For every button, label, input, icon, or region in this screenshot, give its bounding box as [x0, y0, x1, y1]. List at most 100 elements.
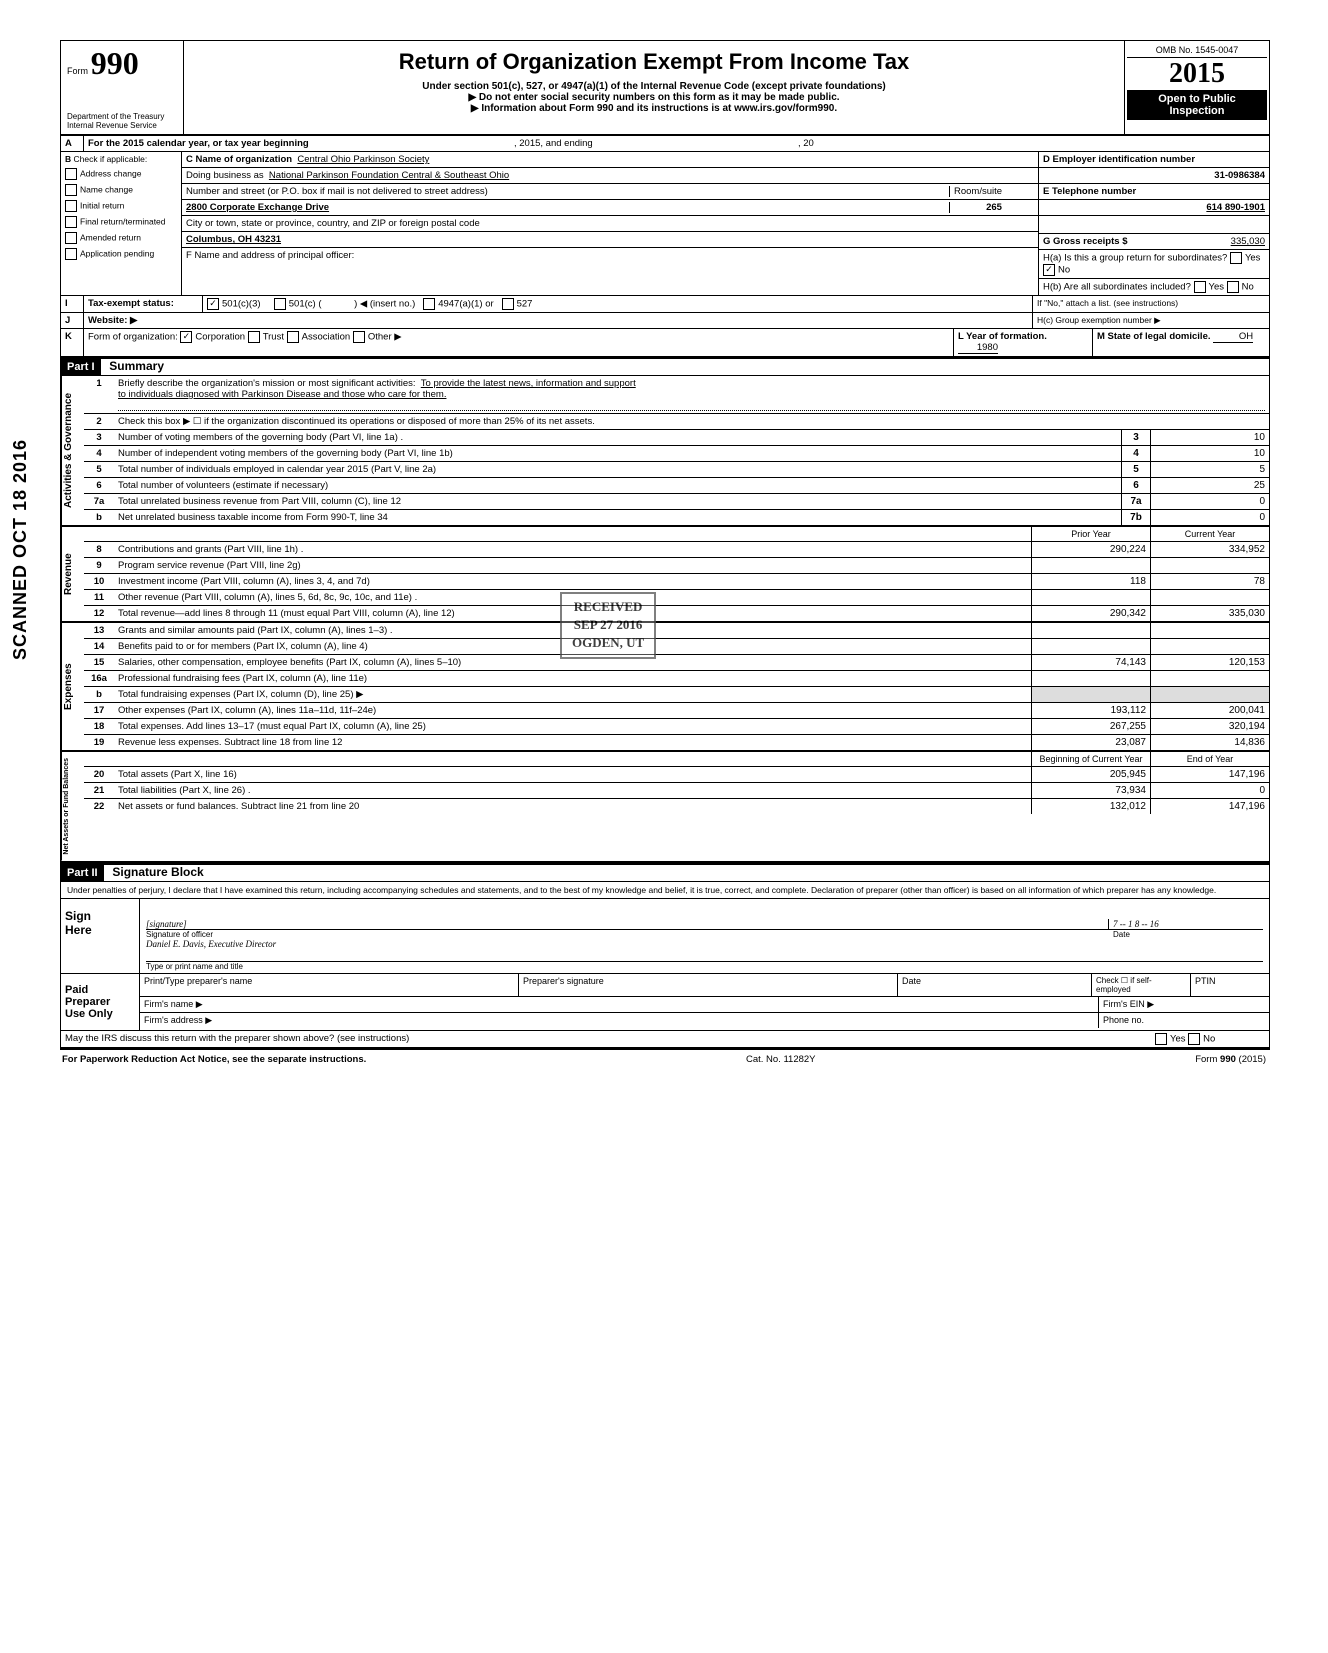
- irs-no[interactable]: [1188, 1033, 1200, 1045]
- subtitle-2: ▶ Do not enter social security numbers o…: [192, 92, 1116, 103]
- header-row: Form 990 Department of the Treasury Inte…: [61, 41, 1269, 136]
- opt-501c3: 501(c)(3): [222, 299, 261, 310]
- b-mid-block: C Name of organization Central Ohio Park…: [182, 152, 1039, 295]
- form-990-container: Form 990 Department of the Treasury Inte…: [60, 40, 1270, 1050]
- c15: 120,153: [1150, 655, 1269, 670]
- chk-527[interactable]: [502, 298, 514, 310]
- hb-no-label: No: [1242, 282, 1254, 293]
- line16b: Total fundraising expenses (Part IX, col…: [114, 687, 1031, 702]
- stamp-l1: RECEIVED: [572, 598, 644, 616]
- name-label: Type or print name and title: [146, 962, 1263, 971]
- line4: Number of independent voting members of …: [114, 446, 1121, 461]
- b-checkboxes: B Check if applicable: Address change Na…: [61, 152, 182, 295]
- room-label: Room/suite: [954, 186, 1002, 197]
- open-line1: Open to Public: [1127, 93, 1267, 105]
- part2-badge: Part II: [61, 865, 104, 881]
- self-emp-label: Check ☐ if self-employed: [1092, 974, 1191, 996]
- chk-501c3[interactable]: ✓: [207, 298, 219, 310]
- line-a-right: , 20: [798, 138, 814, 149]
- irs-yes[interactable]: [1155, 1033, 1167, 1045]
- mission-label: Briefly describe the organization's miss…: [118, 378, 416, 389]
- part-1-header: Part I Summary: [61, 357, 1269, 376]
- chk-other[interactable]: [353, 331, 365, 343]
- form-org-label: Form of organization:: [88, 332, 178, 343]
- revenue-sidebar: Revenue: [61, 527, 84, 621]
- hb-no[interactable]: [1227, 281, 1239, 293]
- c-name-label: C Name of organization: [186, 154, 292, 165]
- officer-name-val: Daniel E. Davis, Executive Director: [146, 939, 1263, 962]
- line-a-letter: A: [61, 136, 84, 151]
- form-footer: Form 990 (2015): [1195, 1054, 1266, 1065]
- p17: 193,112: [1031, 703, 1150, 718]
- p21: 73,934: [1031, 783, 1150, 798]
- chk-final: Final return/terminated: [80, 216, 166, 226]
- line2: Check this box ▶ ☐ if the organization d…: [114, 414, 1269, 429]
- checkbox-initial-return[interactable]: [65, 200, 77, 212]
- officer-signature: [signature]: [146, 919, 1108, 929]
- line-a: A For the 2015 calendar year, or tax yea…: [61, 136, 1269, 152]
- line10: Investment income (Part VIII, column (A)…: [114, 574, 1031, 589]
- subtitle-1: Under section 501(c), 527, or 4947(a)(1)…: [192, 81, 1116, 92]
- ha-no[interactable]: ✓: [1043, 264, 1055, 276]
- tax-exempt-label: Tax-exempt status:: [88, 298, 174, 309]
- checkbox-name-change[interactable]: [65, 184, 77, 196]
- opt-4947: 4947(a)(1) or: [438, 299, 493, 310]
- p20: 205,945: [1031, 767, 1150, 782]
- d-val: 31-0986384: [1214, 170, 1265, 181]
- phone-label: Phone no.: [1099, 1013, 1269, 1028]
- form-title: Return of Organization Exempt From Incom…: [192, 49, 1116, 75]
- hb-yes-label: Yes: [1209, 282, 1225, 293]
- line3: Number of voting members of the governin…: [114, 430, 1121, 445]
- checkbox-address-change[interactable]: [65, 168, 77, 180]
- opt-other: Other ▶: [368, 332, 402, 343]
- open-line2: Inspection: [1127, 105, 1267, 117]
- dept-treasury: Department of the Treasury Internal Reve…: [67, 112, 177, 130]
- line20: Total assets (Part X, line 16): [114, 767, 1031, 782]
- netassets-section: Net Assets or Fund Balances Beginning of…: [61, 752, 1269, 863]
- end-year-header: End of Year: [1150, 752, 1269, 766]
- line18: Total expenses. Add lines 13–17 (must eq…: [114, 719, 1031, 734]
- addr-val: 2800 Corporate Exchange Drive: [186, 202, 329, 213]
- chk-4947[interactable]: [423, 298, 435, 310]
- checkbox-app-pending[interactable]: [65, 248, 77, 260]
- c22: 147,196: [1150, 799, 1269, 814]
- form-number: 990: [91, 45, 139, 81]
- c12: 335,030: [1150, 606, 1269, 621]
- checkbox-amended[interactable]: [65, 232, 77, 244]
- addr-label: Number and street (or P.O. box if mail i…: [186, 186, 488, 197]
- opt-corp: Corporation: [195, 332, 245, 343]
- governance-sidebar: Activities & Governance: [61, 376, 84, 525]
- val6: 25: [1150, 478, 1269, 493]
- chk-corp[interactable]: ✓: [180, 331, 192, 343]
- ha-yes[interactable]: [1230, 252, 1242, 264]
- line22: Net assets or fund balances. Subtract li…: [114, 799, 1031, 814]
- part1-title: Summary: [103, 359, 164, 373]
- checkbox-final-return[interactable]: [65, 216, 77, 228]
- p8: 290,224: [1031, 542, 1150, 557]
- hb-yes[interactable]: [1194, 281, 1206, 293]
- c10: 78: [1150, 574, 1269, 589]
- val7a: 0: [1150, 494, 1269, 509]
- subtitle-3: ▶ Information about Form 990 and its ins…: [192, 103, 1116, 114]
- chk-assoc[interactable]: [287, 331, 299, 343]
- opt-501c: 501(c) (: [289, 299, 322, 310]
- chk-amended: Amended return: [80, 232, 141, 242]
- sign-here-label: Sign Here: [61, 899, 140, 973]
- c21: 0: [1150, 783, 1269, 798]
- declaration-text: Under penalties of perjury, I declare th…: [61, 882, 1269, 899]
- line-a-left: For the 2015 calendar year, or tax year …: [88, 138, 309, 149]
- footer: For Paperwork Reduction Act Notice, see …: [60, 1050, 1268, 1069]
- p19: 23,087: [1031, 735, 1150, 750]
- year-prefix: 20: [1169, 58, 1197, 89]
- p10: 118: [1031, 574, 1150, 589]
- paperwork-notice: For Paperwork Reduction Act Notice, see …: [62, 1054, 366, 1065]
- sign-date-val: 7 -- 1 8 -- 16: [1108, 919, 1263, 929]
- begin-year-header: Beginning of Current Year: [1031, 752, 1150, 766]
- chk-501c[interactable]: [274, 298, 286, 310]
- open-to-public: Open to Public Inspection: [1127, 90, 1267, 120]
- sign-here-row: Sign Here [signature] 7 -- 1 8 -- 16 Sig…: [61, 899, 1269, 974]
- opt-501c-b: ) ◀ (insert no.): [354, 299, 415, 310]
- val3: 10: [1150, 430, 1269, 445]
- chk-trust[interactable]: [248, 331, 260, 343]
- m-label: M State of legal domicile.: [1097, 331, 1211, 342]
